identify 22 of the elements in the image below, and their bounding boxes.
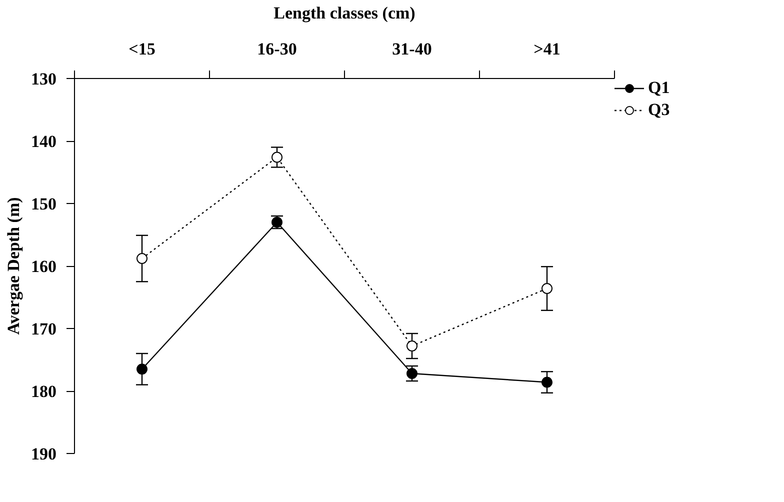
point (272, 152, 282, 163)
y-tick-label: 130 (31, 70, 56, 88)
point (406, 340, 418, 352)
point (406, 368, 418, 379)
x-axis-title: Length classes (cm) (274, 4, 416, 22)
x-tick-label: <15 (128, 40, 156, 58)
y-axis-title: Avergae Depth (m) (4, 197, 23, 335)
point (136, 364, 148, 375)
x-tick-label: >41 (534, 40, 560, 58)
y-tick-label: 140 (31, 132, 56, 151)
point (542, 376, 552, 388)
y-tick-label: 160 (31, 257, 56, 276)
legend-label: Q3 (648, 100, 670, 120)
y-tick-label: 170 (31, 320, 56, 338)
legend-label: Q1 (648, 78, 670, 98)
point (136, 253, 148, 264)
x-tick-label: 16-30 (257, 40, 297, 58)
point (542, 283, 552, 294)
y-tick-label: 180 (31, 382, 56, 401)
x-tick-label: 31-40 (392, 40, 432, 58)
y-tick-label: 190 (31, 444, 56, 464)
y-tick-label: 150 (31, 194, 56, 214)
